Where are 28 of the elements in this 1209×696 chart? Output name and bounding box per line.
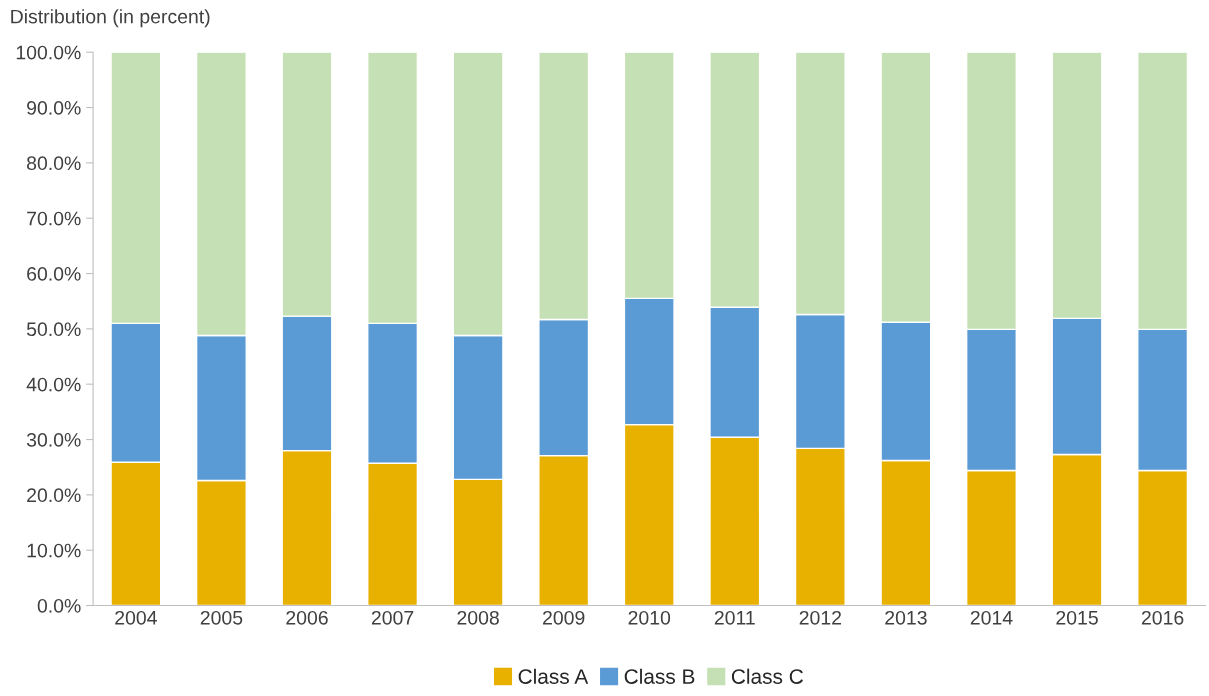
y-axis-title: Distribution (in percent) <box>11 9 210 28</box>
y-tick-label: 0.0% <box>37 598 81 613</box>
x-tick-label: 2005 <box>200 610 243 625</box>
y-tick-label: 20.0% <box>27 488 81 503</box>
x-tick-label: 2011 <box>714 610 755 625</box>
y-tick-label: 90.0% <box>27 101 81 115</box>
x-tick-label: 2006 <box>286 610 328 625</box>
y-tick-label: 50.0% <box>26 322 81 337</box>
x-tick-label: 2014 <box>970 610 1013 625</box>
x-tick-label: 2013 <box>885 610 927 625</box>
legend-label: Class A <box>518 668 589 684</box>
x-tick-label: 2004 <box>115 610 157 625</box>
x-tick-label: 2008 <box>457 610 499 625</box>
y-tick-label: 40.0% <box>26 377 81 392</box>
x-tick-label: 2007 <box>371 610 414 625</box>
y-tick-label: 100.0% <box>16 45 81 60</box>
y-tick-label: 70.0% <box>27 211 81 226</box>
y-tick-label: 60.0% <box>27 267 81 281</box>
legend-label: Class B <box>624 668 695 684</box>
legend-label: Class C <box>731 668 803 684</box>
x-tick-label: 2009 <box>543 610 585 625</box>
x-tick-label: 2016 <box>1141 610 1184 625</box>
y-tick-label: 10.0% <box>27 543 81 558</box>
y-tick-label: 30.0% <box>26 432 81 447</box>
x-tick-label: 2010 <box>628 610 671 625</box>
y-tick-label: 80.0% <box>27 156 81 171</box>
x-tick-label: 2012 <box>799 610 842 625</box>
x-tick-label: 2015 <box>1056 610 1098 625</box>
